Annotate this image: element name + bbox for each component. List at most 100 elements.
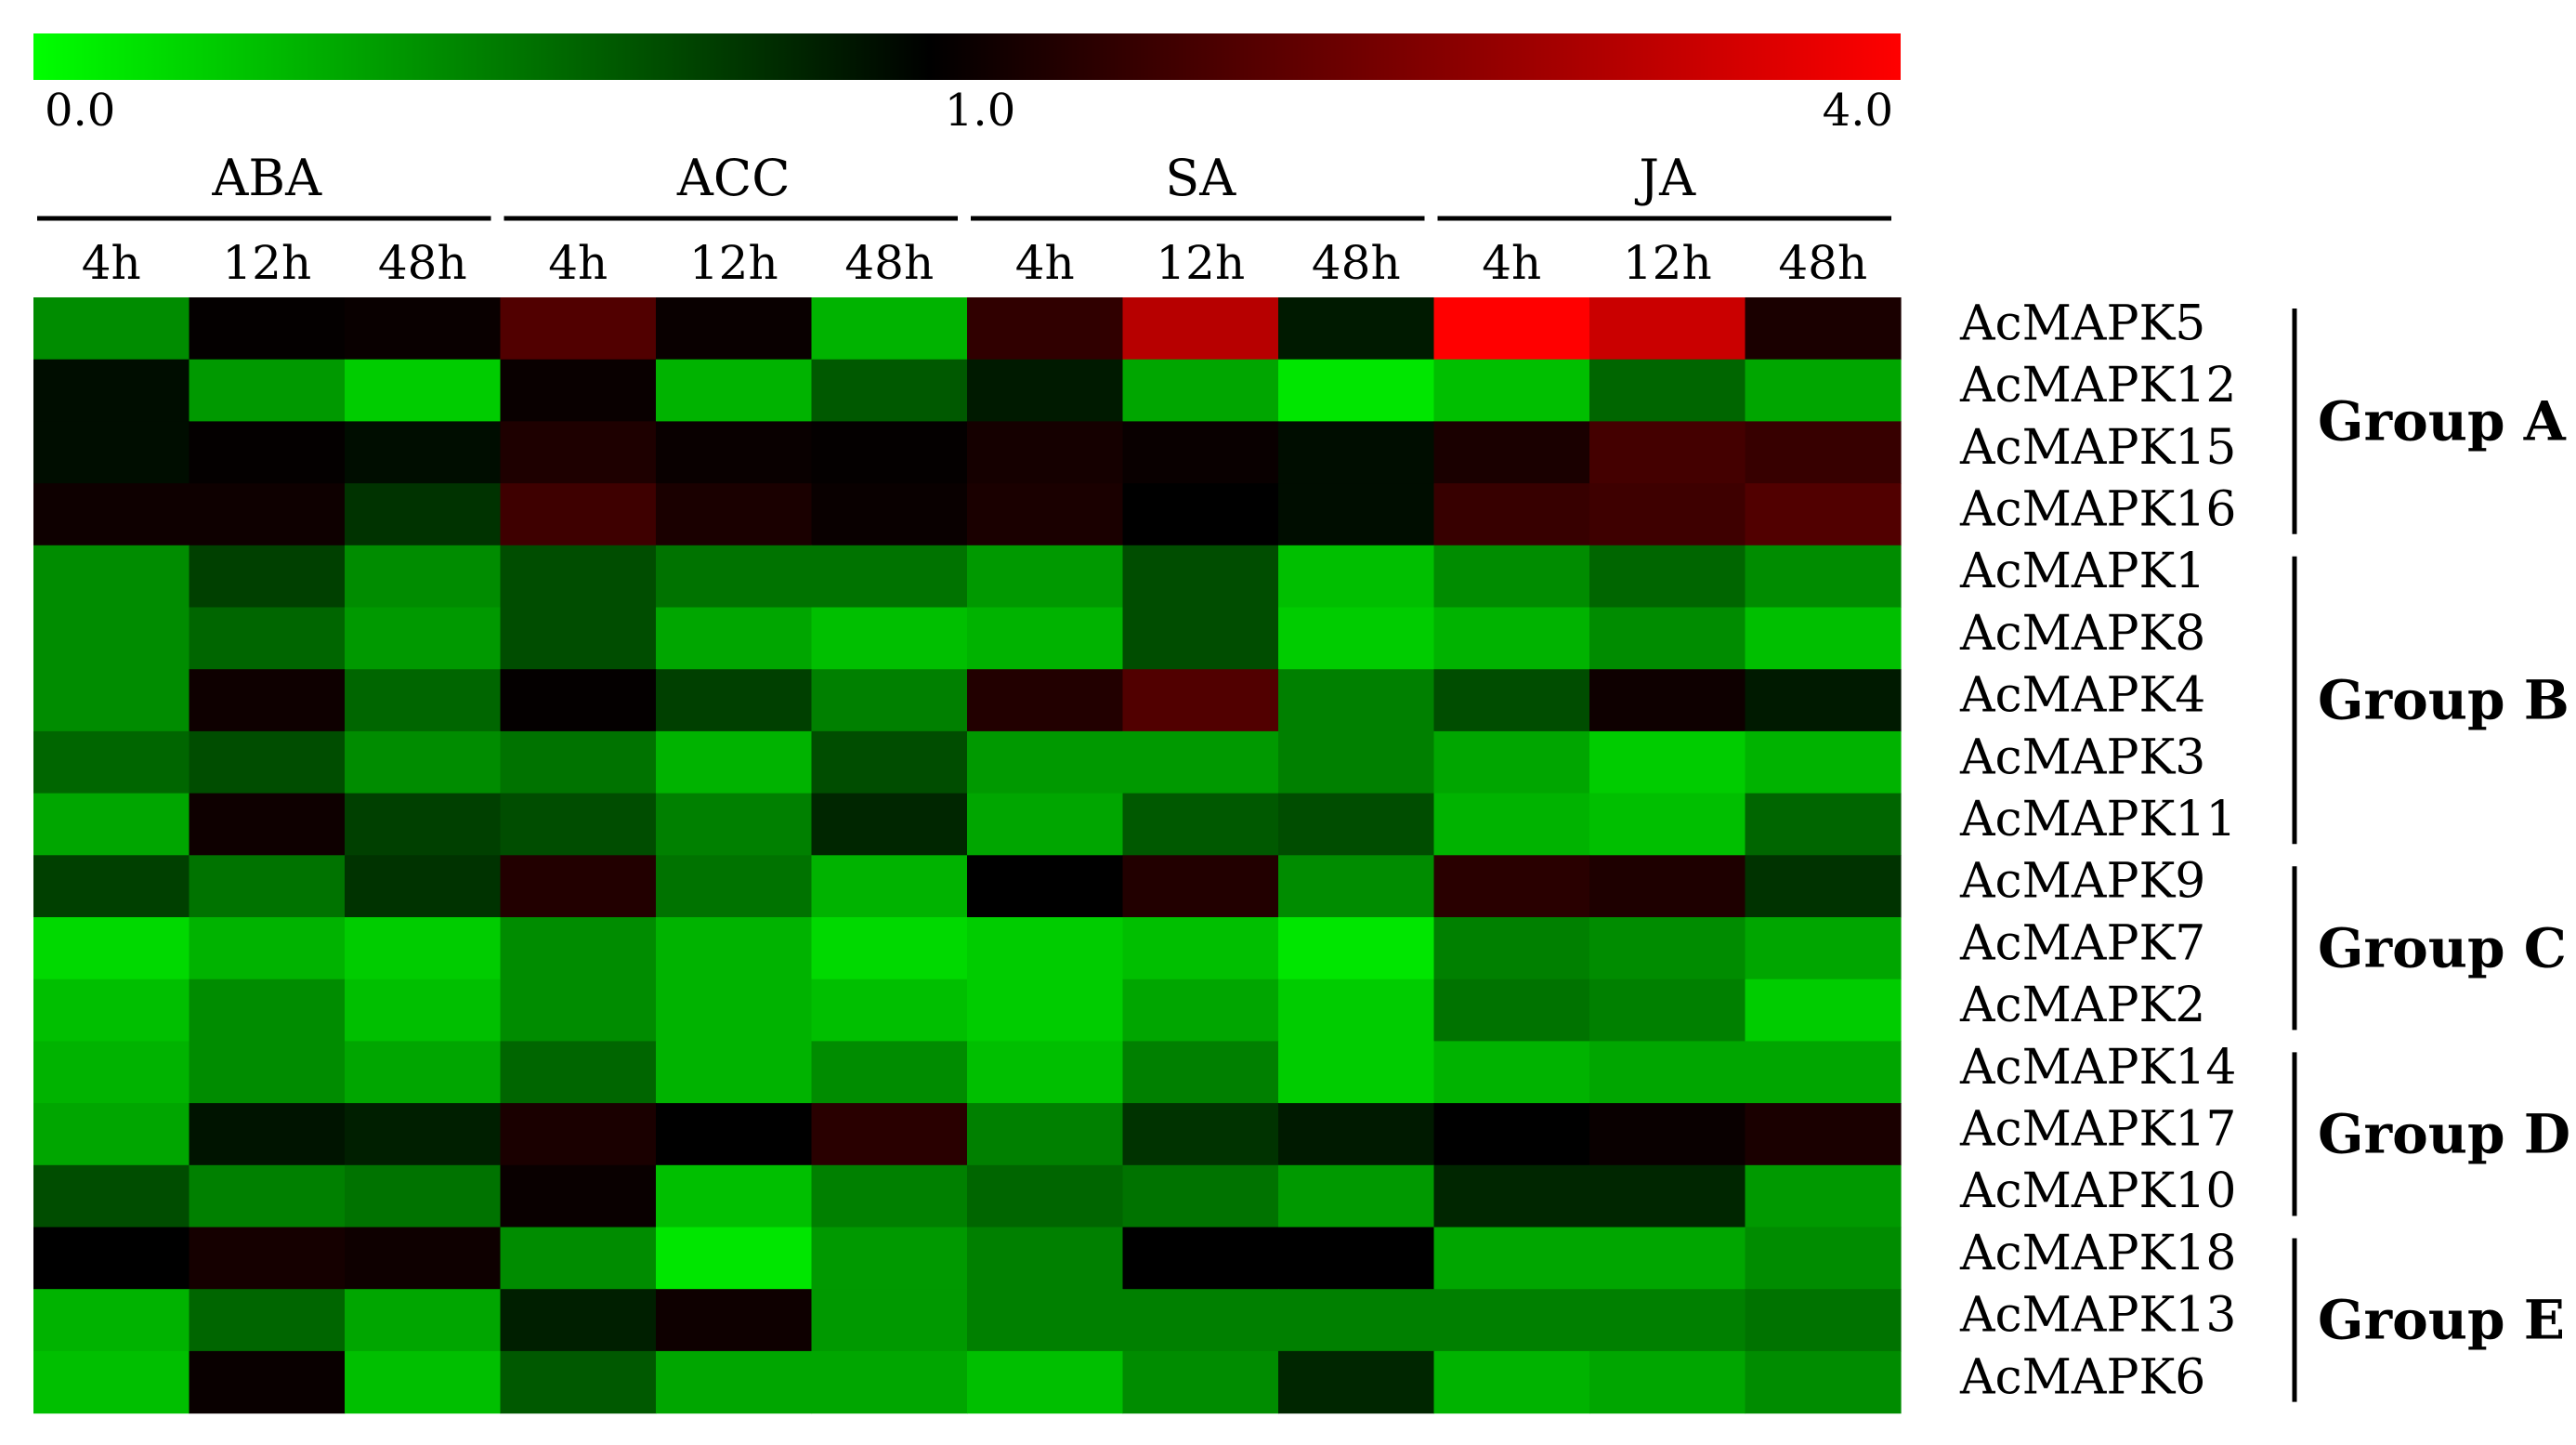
time-label: 12h <box>1623 236 1712 290</box>
heatmap-cell <box>811 1164 968 1228</box>
heatmap-cell <box>1589 421 1746 484</box>
heatmap-cell <box>500 421 657 484</box>
group-label: Group C <box>2318 916 2567 979</box>
time-label: 4h <box>1482 236 1541 290</box>
heatmap-cell <box>1589 1103 1746 1166</box>
gene-label: AcMAPK12 <box>1959 358 2236 414</box>
heatmap-cell <box>1745 917 1902 980</box>
heatmap-cell <box>33 855 190 918</box>
heatmap-cell <box>1589 793 1746 856</box>
heatmap-cell <box>500 1041 657 1104</box>
heatmap-cell <box>1122 1350 1279 1414</box>
heatmap-cell <box>656 1041 813 1104</box>
heatmap-cell <box>967 1041 1124 1104</box>
heatmap-cell <box>1745 855 1902 918</box>
colorbar-tick-label: 1.0 <box>945 85 1015 137</box>
heatmap-cell <box>345 917 502 980</box>
heatmap-cell <box>33 483 190 546</box>
heatmap-cell <box>33 1041 190 1104</box>
heatmap-cell <box>33 979 190 1042</box>
heatmap-cell <box>656 297 813 361</box>
heatmap-cell <box>1278 1227 1435 1290</box>
heatmap-cell <box>1278 607 1435 670</box>
heatmap-cell <box>811 1227 968 1290</box>
heatmap-cell <box>33 917 190 980</box>
heatmap-cell <box>345 1164 502 1228</box>
gene-label: AcMAPK10 <box>1959 1163 2236 1219</box>
condition-label: JA <box>1634 149 1696 207</box>
time-label: 12h <box>689 236 778 290</box>
heatmap-cell <box>1433 730 1590 795</box>
heatmap-cell <box>1745 421 1902 484</box>
heatmap-cell <box>500 297 657 361</box>
heatmap-cell <box>1122 297 1279 361</box>
heatmap-cell <box>1122 359 1279 422</box>
heatmap-cell <box>1589 359 1746 422</box>
heatmap-cell <box>33 545 190 609</box>
time-label: 4h <box>82 236 141 290</box>
heatmap-cell <box>811 421 968 484</box>
heatmap-cell <box>656 607 813 670</box>
heatmap-cell <box>1122 1164 1279 1228</box>
heatmap-cell <box>811 297 968 361</box>
heatmap-cell <box>656 793 813 856</box>
heatmap-cell <box>1122 483 1279 546</box>
time-label: 48h <box>1312 236 1401 290</box>
heatmap-cell <box>1433 793 1590 856</box>
heatmap-cell <box>967 545 1124 609</box>
heatmap-cell <box>811 1289 968 1352</box>
heatmap-cell <box>500 979 657 1042</box>
gene-label: AcMAPK13 <box>1959 1288 2236 1344</box>
group-label: Group B <box>2318 669 2569 732</box>
heatmap-cell <box>345 793 502 856</box>
time-label: 48h <box>1778 236 1867 290</box>
group-label: Group D <box>2318 1103 2570 1166</box>
condition-headers: ABA ACC SA JA <box>37 149 1891 221</box>
heatmap-cell <box>1122 979 1279 1042</box>
heatmap-cell <box>656 730 813 795</box>
gene-label: AcMAPK5 <box>1959 296 2205 351</box>
heatmap-cell <box>500 359 657 422</box>
heatmap-cell <box>345 1041 502 1104</box>
colorbar-tick-label: 0.0 <box>45 85 115 137</box>
heatmap-cell <box>189 1289 346 1352</box>
heatmap-cell <box>1122 793 1279 856</box>
heatmap-cell <box>1589 297 1746 361</box>
heatmap-cell <box>1745 1041 1902 1104</box>
gene-label: AcMAPK7 <box>1959 915 2205 971</box>
heatmap-cell <box>345 483 502 546</box>
heatmap-cell <box>1589 1350 1746 1414</box>
heatmap-cell <box>1433 979 1590 1042</box>
heatmap-cell <box>967 855 1124 918</box>
gene-label: AcMAPK14 <box>1959 1040 2236 1096</box>
heatmap-cell <box>345 607 502 670</box>
heatmap-cell <box>345 359 502 422</box>
heatmap-cell <box>656 1164 813 1228</box>
heatmap-cell <box>811 855 968 918</box>
heatmap-cell <box>1278 917 1435 980</box>
gene-label: AcMAPK2 <box>1959 978 2205 1033</box>
heatmap-cell <box>345 1289 502 1352</box>
heatmap-cell <box>33 607 190 670</box>
heatmap-cell <box>1122 607 1279 670</box>
heatmap-cell <box>1278 483 1435 546</box>
heatmap-cell <box>811 359 968 422</box>
time-label: 48h <box>378 236 467 290</box>
heatmap-cell <box>1745 483 1902 546</box>
heatmap-cell <box>967 979 1124 1042</box>
heatmap-cell <box>1278 855 1435 918</box>
heatmap-cell <box>189 979 346 1042</box>
heatmap-cell <box>656 359 813 422</box>
heatmap-cell <box>33 1103 190 1166</box>
heatmap-cell <box>656 979 813 1042</box>
heatmap-cell <box>1433 297 1590 361</box>
heatmap-cell <box>967 359 1124 422</box>
heatmap-cell <box>1433 607 1590 670</box>
heatmap-cell <box>1433 421 1590 484</box>
colorbar <box>33 33 1901 80</box>
heatmap-cell <box>500 1350 657 1414</box>
heatmap-cell <box>656 1289 813 1352</box>
heatmap-cell <box>1278 793 1435 856</box>
condition-label: ACC <box>676 149 791 207</box>
